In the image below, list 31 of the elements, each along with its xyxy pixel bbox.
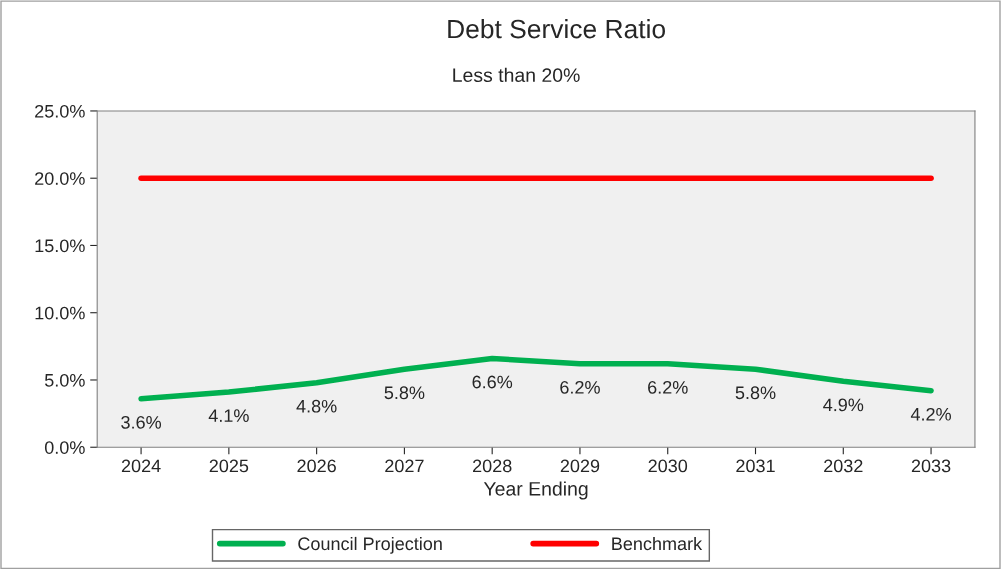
- y-tick-label: 0.0%: [44, 441, 85, 454]
- x-tick-label: 2032: [824, 459, 863, 473]
- data-label: 4.2%: [910, 407, 951, 421]
- x-tick-label: 2030: [648, 459, 688, 473]
- data-label: 6.2%: [560, 380, 600, 394]
- x-tick-label: 2033: [911, 459, 951, 473]
- x-tick-label: 2031: [736, 459, 775, 473]
- y-tick-label: 20.0%: [35, 172, 85, 185]
- chart-subtitle: Less than 20%: [453, 67, 580, 83]
- y-tick-label: 10.0%: [35, 306, 85, 320]
- x-tick-label: 2028: [473, 459, 512, 473]
- data-label: 6.2%: [648, 380, 688, 394]
- data-label: 3.6%: [121, 415, 162, 429]
- x-tick-label: 2027: [385, 459, 424, 473]
- x-tick-label: 2026: [297, 459, 336, 473]
- data-label: 5.8%: [735, 386, 776, 400]
- legend-label: Council Projection: [298, 536, 442, 554]
- y-tick-label: 25.0%: [35, 104, 85, 118]
- data-label: 6.6%: [472, 375, 513, 389]
- data-label: 5.8%: [384, 386, 425, 400]
- y-tick-label: 15.0%: [35, 239, 85, 253]
- data-label: 4.1%: [208, 409, 249, 422]
- data-label: 4.8%: [296, 399, 337, 413]
- x-tick-label: 2029: [560, 459, 600, 473]
- legend-label: Benchmark: [612, 536, 703, 551]
- x-tick-label: 2025: [209, 459, 249, 473]
- y-tick-label: 5.0%: [44, 373, 85, 387]
- x-tick-label: 2024: [121, 459, 161, 473]
- chart-title: Debt Service Ratio: [448, 19, 666, 39]
- data-label: 4.9%: [823, 398, 864, 412]
- x-axis-title: Year Ending: [483, 481, 588, 500]
